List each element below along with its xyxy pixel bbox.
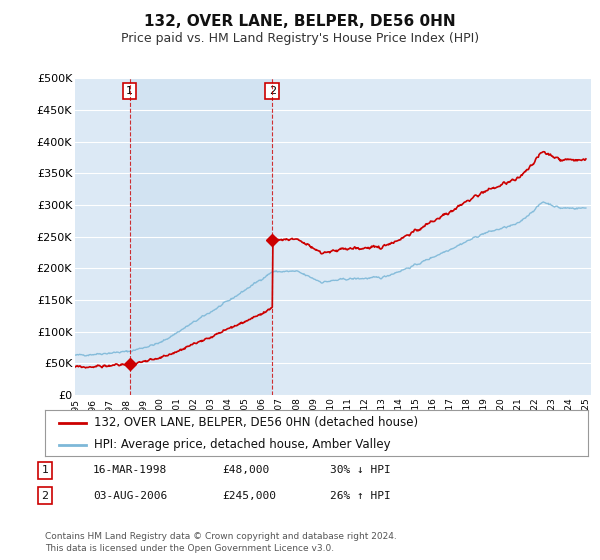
Text: 30% ↓ HPI: 30% ↓ HPI (330, 465, 391, 475)
Text: HPI: Average price, detached house, Amber Valley: HPI: Average price, detached house, Ambe… (94, 438, 391, 451)
Text: 1: 1 (41, 465, 49, 475)
Text: 03-AUG-2006: 03-AUG-2006 (93, 491, 167, 501)
Text: 1: 1 (126, 86, 133, 96)
Text: 16-MAR-1998: 16-MAR-1998 (93, 465, 167, 475)
Text: 132, OVER LANE, BELPER, DE56 0HN (detached house): 132, OVER LANE, BELPER, DE56 0HN (detach… (94, 417, 418, 430)
Text: 26% ↑ HPI: 26% ↑ HPI (330, 491, 391, 501)
Text: 2: 2 (41, 491, 49, 501)
Text: 2: 2 (269, 86, 276, 96)
Text: 132, OVER LANE, BELPER, DE56 0HN: 132, OVER LANE, BELPER, DE56 0HN (144, 14, 456, 29)
Bar (130, 78, 272, 395)
Text: £245,000: £245,000 (222, 491, 276, 501)
Text: Contains HM Land Registry data © Crown copyright and database right 2024.
This d: Contains HM Land Registry data © Crown c… (45, 533, 397, 553)
Text: £48,000: £48,000 (222, 465, 269, 475)
Text: Price paid vs. HM Land Registry's House Price Index (HPI): Price paid vs. HM Land Registry's House … (121, 32, 479, 45)
